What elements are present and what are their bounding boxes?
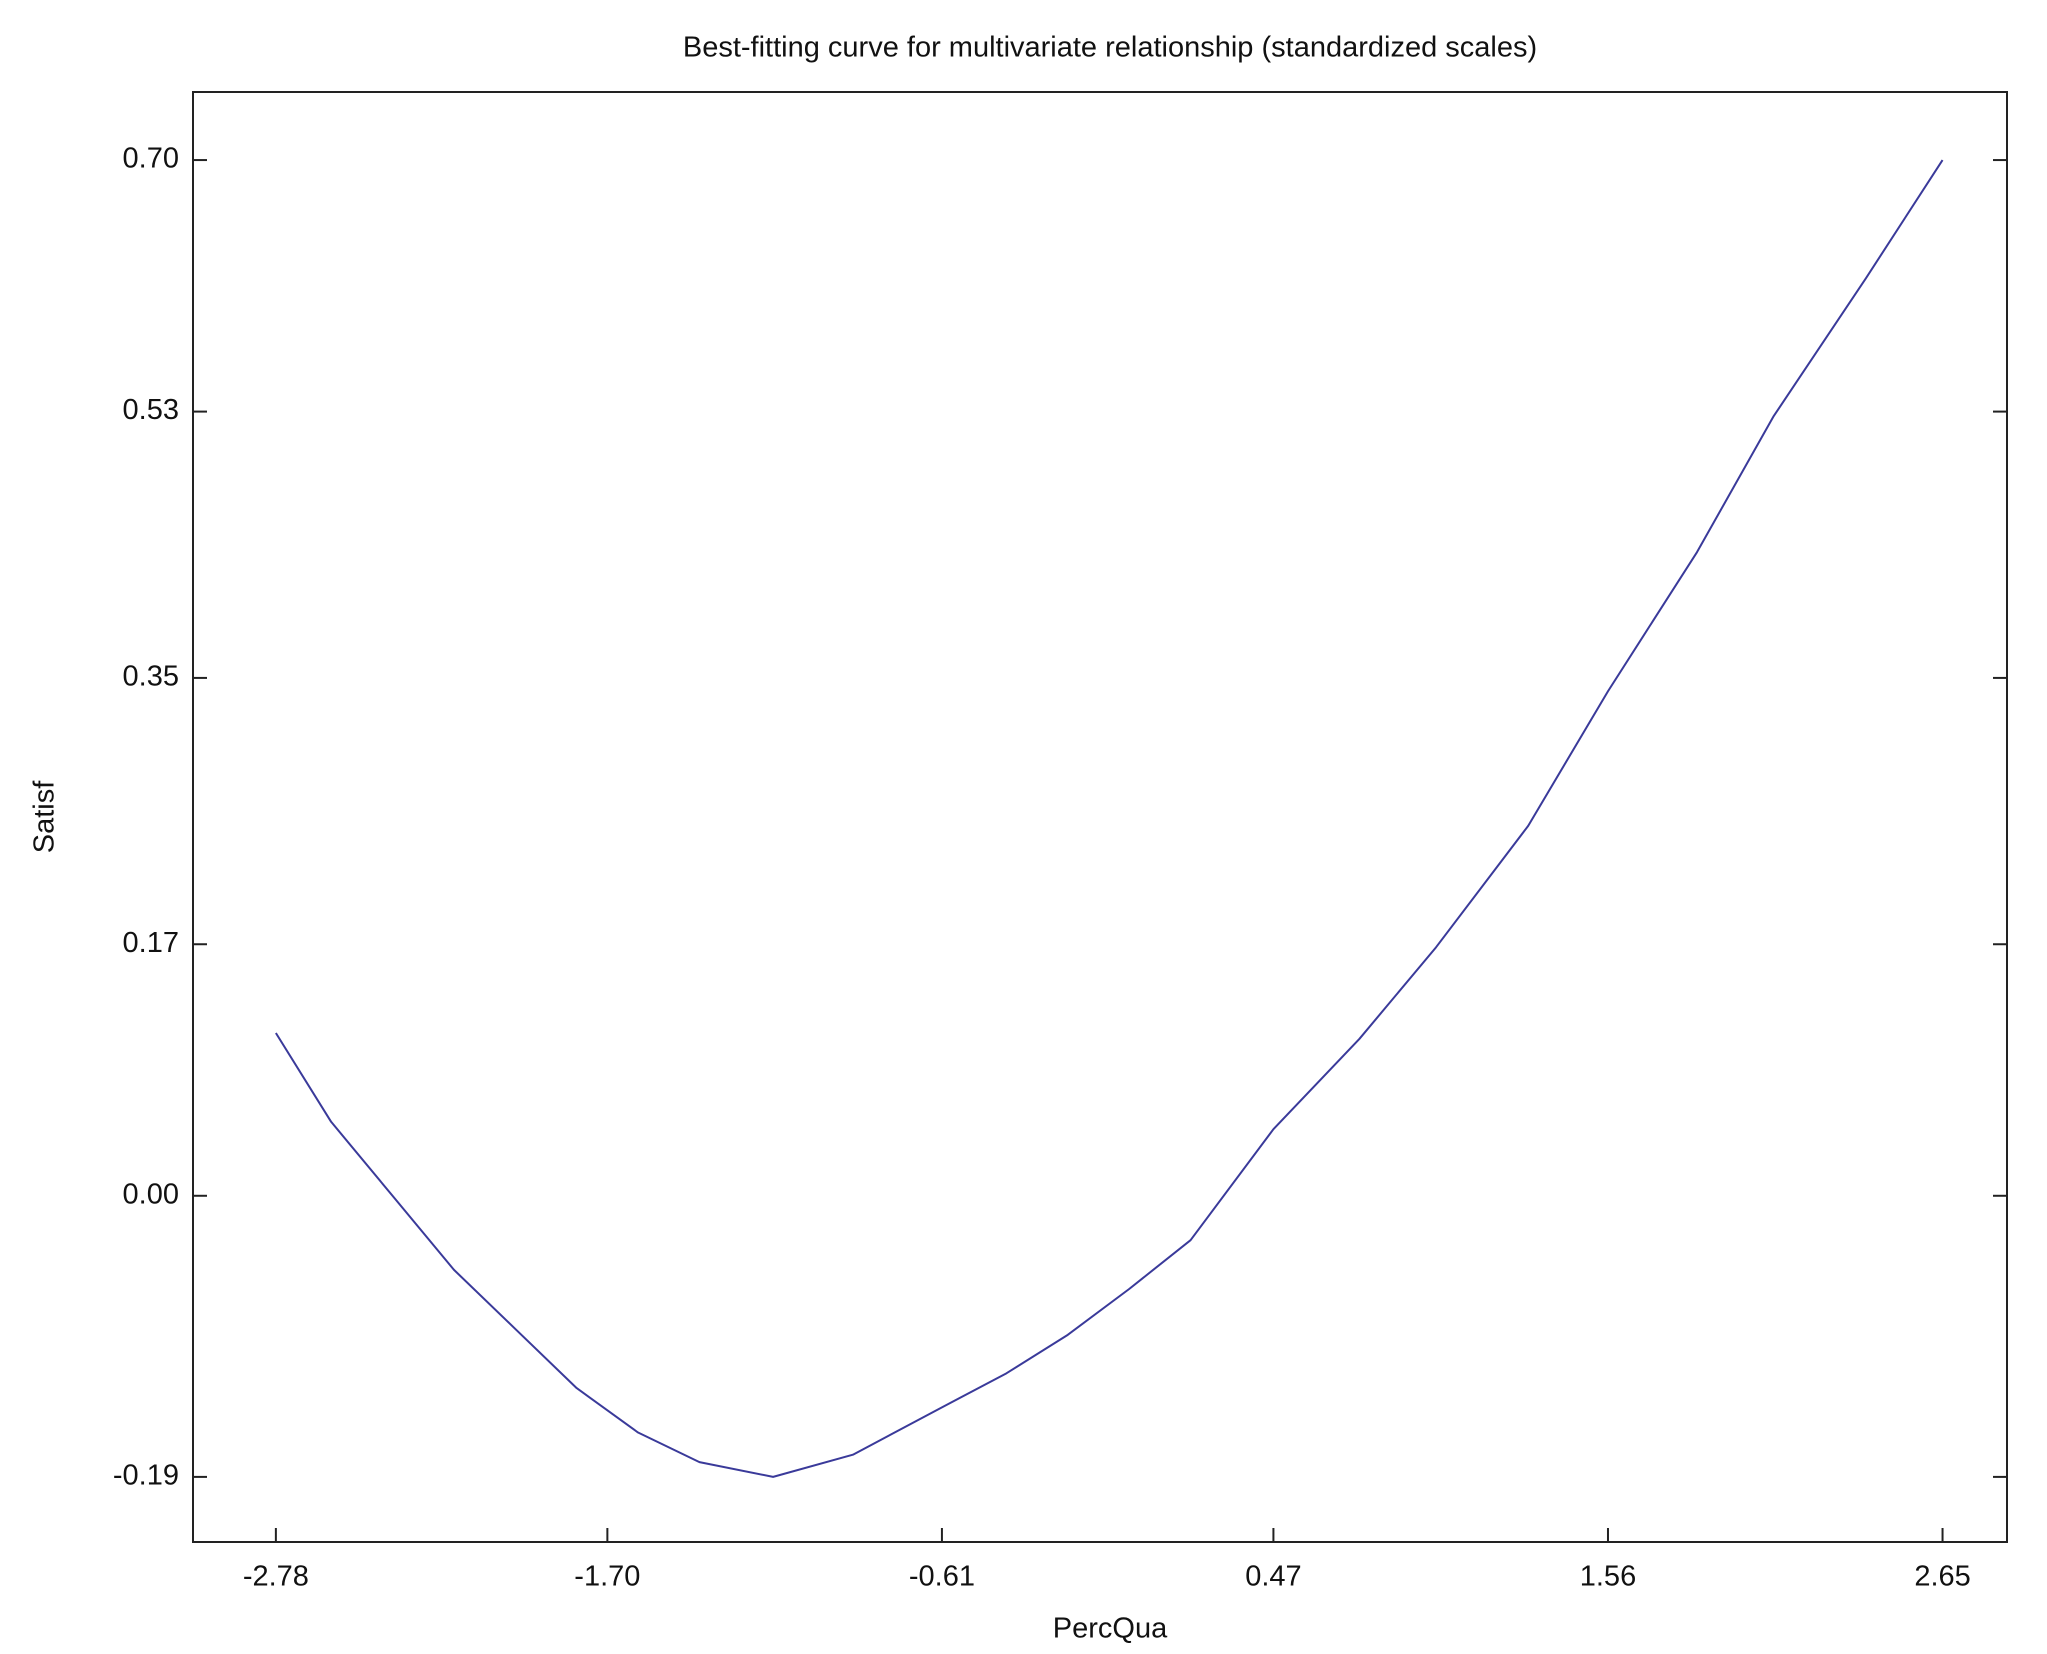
curve — [275, 159, 1944, 1478]
x-tick-label: 1.56 — [1580, 1561, 1636, 1593]
plot-frame — [192, 91, 2008, 1543]
y-tick-label: 0.70 — [123, 143, 179, 175]
x-tick-label: -2.78 — [243, 1561, 309, 1593]
x-tick-label: 2.65 — [1914, 1561, 1970, 1593]
x-tick-label: -1.70 — [574, 1561, 640, 1593]
y-tick-label: 0.00 — [123, 1178, 179, 1210]
y-tick-label: -0.19 — [113, 1460, 179, 1492]
y-tick-label: 0.35 — [123, 661, 179, 693]
x-axis-label: PercQua — [1053, 1613, 1168, 1645]
chart-title: Best-fitting curve for multivariate rela… — [683, 32, 1537, 64]
x-tick-label: 0.47 — [1245, 1561, 1301, 1593]
x-tick-label: -0.61 — [909, 1561, 975, 1593]
y-axis-label: Satisf — [29, 780, 61, 853]
y-tick-label: 0.53 — [123, 394, 179, 426]
y-tick-label: 0.17 — [123, 927, 179, 959]
